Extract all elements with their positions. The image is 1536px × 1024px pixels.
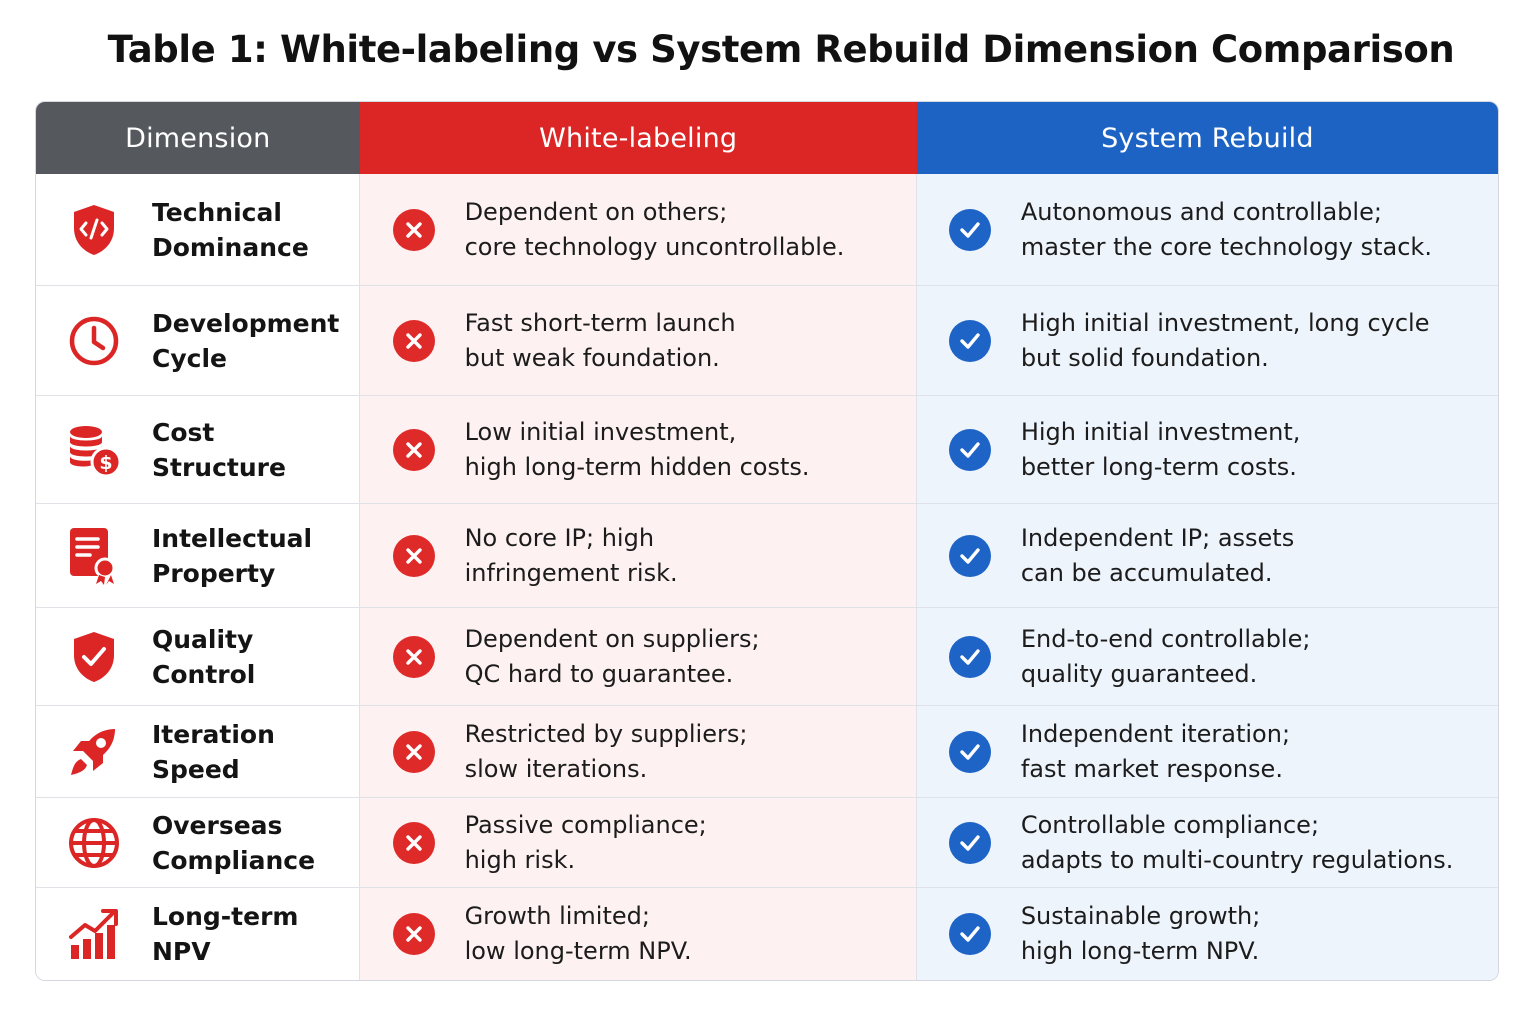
system-rebuild-text: End-to-end controllable; quality guarant… <box>1020 624 1311 688</box>
dimension-cell: Long-term NPV <box>36 888 360 980</box>
check-circle-icon <box>948 821 991 864</box>
system-rebuild-cell: High initial investment, better long-ter… <box>916 396 1498 503</box>
white-labeling-text: Passive compliance; high risk. <box>464 810 707 874</box>
check-circle-icon <box>948 913 991 955</box>
white-labeling-cell: Dependent on suppliers; QC hard to guara… <box>359 608 917 705</box>
table-row: Quality Control Dependent on suppliers; … <box>36 607 1498 705</box>
dimension-label: Development Cycle <box>152 308 340 373</box>
white-labeling-text: No core IP; high infringement risk. <box>464 523 678 587</box>
table-row: $ Cost Structure Low initial investment,… <box>36 395 1498 503</box>
white-labeling-text: Restricted by suppliers; slow iterations… <box>464 719 748 783</box>
clock-icon <box>66 313 122 369</box>
x-circle-icon <box>392 730 435 773</box>
white-labeling-cell: Restricted by suppliers; slow iterations… <box>359 706 917 797</box>
table-row: Technical Dominance Dependent on others;… <box>36 174 1498 285</box>
dimension-cell: $ Cost Structure <box>36 396 360 503</box>
check-circle-icon <box>948 730 991 773</box>
x-circle-icon <box>392 319 435 362</box>
white-labeling-text: Growth limited; low long-term NPV. <box>464 902 692 965</box>
check-circle-icon <box>948 635 991 678</box>
comparison-table: Dimension White-labeling System Rebuild … <box>35 101 1499 981</box>
system-rebuild-cell: End-to-end controllable; quality guarant… <box>916 608 1498 705</box>
dimension-cell: Quality Control <box>36 608 360 705</box>
check-circle-icon <box>948 534 991 577</box>
certificate-icon <box>66 527 122 585</box>
system-rebuild-cell: Independent IP; assets can be accumulate… <box>916 504 1498 607</box>
table-header: Dimension White-labeling System Rebuild <box>36 102 1498 174</box>
white-labeling-text: Fast short-term launch but weak foundati… <box>464 308 736 372</box>
dimension-label: Iteration Speed <box>152 719 275 784</box>
system-rebuild-text: High initial investment, long cycle but … <box>1020 308 1430 372</box>
table-row: Intellectual Property No core IP; high i… <box>36 503 1498 607</box>
dimension-cell: Overseas Compliance <box>36 798 360 887</box>
x-circle-icon <box>392 821 435 864</box>
white-labeling-text: Low initial investment, high long-term h… <box>464 417 810 481</box>
white-labeling-text: Dependent on others; core technology unc… <box>464 197 845 261</box>
header-system-rebuild: System Rebuild <box>916 102 1498 174</box>
system-rebuild-cell: Sustainable growth; high long-term NPV. <box>916 888 1498 980</box>
header-dimension: Dimension <box>36 102 360 174</box>
shield-check-icon <box>66 629 122 685</box>
table-row: Long-term NPV Growth limited; low long-t… <box>36 887 1498 980</box>
dimension-label: Cost Structure <box>152 417 286 482</box>
dimension-label: Long-term NPV <box>152 902 299 966</box>
x-circle-icon <box>392 635 435 678</box>
x-circle-icon <box>392 913 435 955</box>
white-labeling-cell: Fast short-term launch but weak foundati… <box>359 286 917 395</box>
table-title: Table 1: White-labeling vs System Rebuil… <box>107 28 1455 71</box>
white-labeling-text: Dependent on suppliers; QC hard to guara… <box>464 624 760 688</box>
x-circle-icon <box>392 428 435 471</box>
globe-icon <box>66 815 122 871</box>
system-rebuild-cell: Controllable compliance; adapts to multi… <box>916 798 1498 887</box>
dimension-cell: Intellectual Property <box>36 504 360 607</box>
dimension-label: Technical Dominance <box>152 197 309 262</box>
system-rebuild-text: Sustainable growth; high long-term NPV. <box>1020 902 1261 965</box>
header-white-labeling: White-labeling <box>359 102 917 174</box>
white-labeling-cell: Growth limited; low long-term NPV. <box>359 888 917 980</box>
check-circle-icon <box>948 319 991 362</box>
system-rebuild-text: High initial investment, better long-ter… <box>1020 417 1301 481</box>
dimension-cell: Development Cycle <box>36 286 360 395</box>
dimension-cell: Iteration Speed <box>36 706 360 797</box>
system-rebuild-cell: Autonomous and controllable; master the … <box>916 174 1498 285</box>
white-labeling-cell: Low initial investment, high long-term h… <box>359 396 917 503</box>
dimension-label: Overseas Compliance <box>152 810 316 875</box>
svg-text:$: $ <box>99 452 112 474</box>
check-circle-icon <box>948 428 991 471</box>
coins-dollar-icon: $ <box>66 422 122 478</box>
table-row: Overseas Compliance Passive compliance; … <box>36 797 1498 887</box>
dimension-cell: Technical Dominance <box>36 174 360 285</box>
white-labeling-cell: Dependent on others; core technology unc… <box>359 174 917 285</box>
shield-code-icon <box>66 202 122 258</box>
system-rebuild-cell: Independent iteration; fast market respo… <box>916 706 1498 797</box>
dimension-label: Quality Control <box>152 624 256 689</box>
x-circle-icon <box>392 208 435 251</box>
rocket-icon <box>66 724 122 780</box>
system-rebuild-text: Independent IP; assets can be accumulate… <box>1020 523 1295 587</box>
white-labeling-cell: No core IP; high infringement risk. <box>359 504 917 607</box>
system-rebuild-text: Independent iteration; fast market respo… <box>1020 719 1291 783</box>
system-rebuild-text: Autonomous and controllable; master the … <box>1020 197 1432 261</box>
x-circle-icon <box>392 534 435 577</box>
table-row: Development Cycle Fast short-term launch… <box>36 285 1498 395</box>
system-rebuild-text: Controllable compliance; adapts to multi… <box>1020 810 1454 874</box>
system-rebuild-cell: High initial investment, long cycle but … <box>916 286 1498 395</box>
white-labeling-cell: Passive compliance; high risk. <box>359 798 917 887</box>
table-row: Iteration Speed Restricted by suppliers;… <box>36 705 1498 797</box>
dimension-label: Intellectual Property <box>152 523 313 588</box>
check-circle-icon <box>948 208 991 251</box>
growth-chart-icon <box>66 906 122 962</box>
